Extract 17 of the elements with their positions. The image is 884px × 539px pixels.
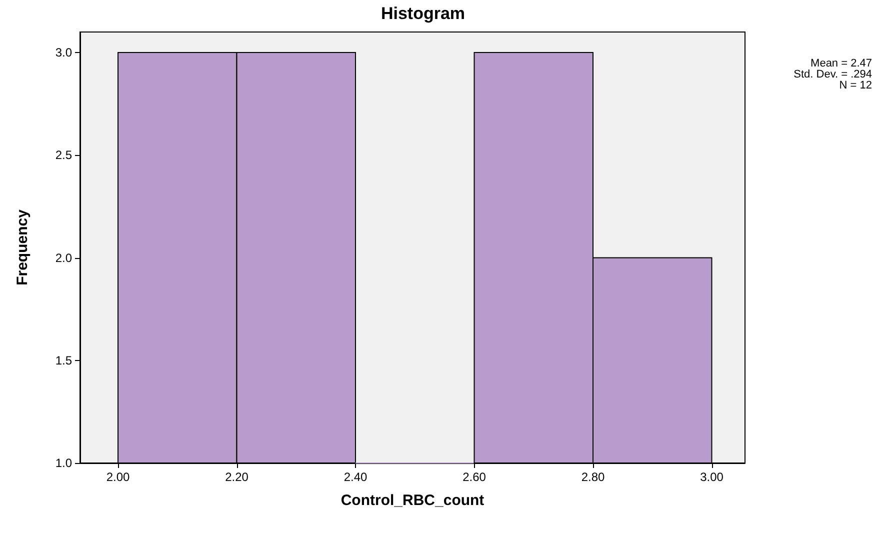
y-tick-label: 2.5 — [55, 148, 72, 162]
y-tick-label: 3.0 — [55, 46, 72, 60]
x-tick-label: 3.00 — [700, 470, 724, 484]
y-axis-title: Frequency — [14, 208, 31, 286]
x-tick-label: 2.60 — [462, 470, 486, 484]
x-axis-title: Control_RBC_count — [340, 492, 484, 509]
x-tick-label: 2.00 — [106, 470, 130, 484]
y-tick-label: 2.0 — [55, 250, 72, 265]
chart-title: Histogram — [380, 4, 466, 23]
y-tick-label: 1.0 — [55, 456, 72, 470]
text: N = 12 — [839, 80, 872, 92]
text: Std. Dev. = .294 — [794, 68, 872, 80]
x-tick-label: 2.40 — [344, 470, 368, 484]
x-tick-label: 2.80 — [581, 470, 605, 484]
y-tick-label: 1.5 — [55, 353, 72, 368]
x-tick-label: 2.20 — [225, 470, 249, 484]
text: Mean = 2.47 — [810, 58, 872, 70]
